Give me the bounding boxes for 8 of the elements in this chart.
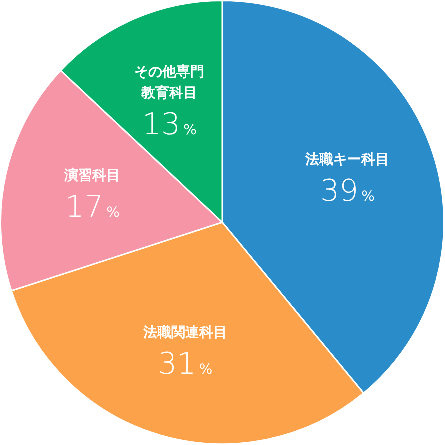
slice-label: 法職キー科目 bbox=[304, 151, 390, 168]
slice-label: その他専門教育科目 bbox=[134, 64, 205, 102]
data-label: 13% bbox=[142, 107, 197, 142]
slice-label: 演習科目 bbox=[64, 167, 121, 184]
slice-label: 法職関連科目 bbox=[142, 324, 228, 341]
data-label: 17% bbox=[65, 190, 120, 225]
data-label: 39% bbox=[320, 174, 375, 209]
data-label: 31% bbox=[158, 346, 213, 382]
